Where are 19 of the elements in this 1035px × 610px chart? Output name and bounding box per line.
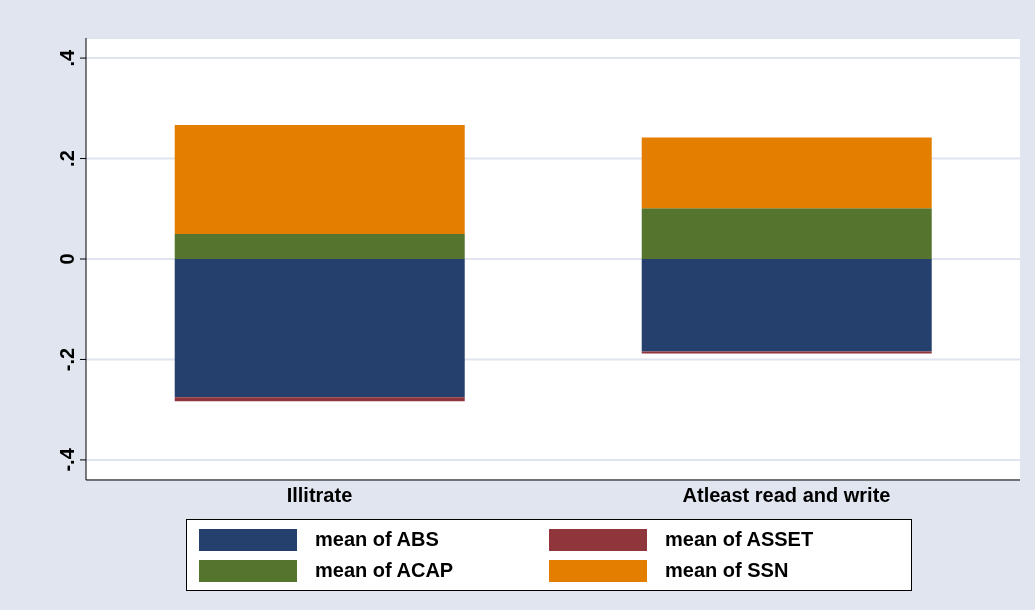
- bar: [174, 259, 465, 398]
- legend-label: mean of ABS: [315, 528, 439, 551]
- y-tick-label: -.2: [56, 347, 78, 372]
- legend-label: mean of ASSET: [665, 528, 814, 551]
- legend-label: mean of SSN: [665, 559, 789, 582]
- bar: [641, 208, 932, 259]
- y-tick-label: 0: [56, 253, 78, 265]
- bar: [641, 259, 932, 352]
- x-tick-label: Illitrate: [286, 484, 353, 507]
- bar: [174, 233, 465, 259]
- y-tick-label: -.4: [56, 447, 78, 472]
- bar: [174, 397, 465, 402]
- bar: [641, 351, 932, 354]
- bar: [174, 124, 465, 234]
- y-tick-label: .2: [56, 150, 78, 167]
- y-tick-label: .4: [56, 48, 78, 67]
- legend-label: mean of ACAP: [315, 559, 454, 582]
- bar: [641, 137, 932, 209]
- x-tick-label: Atleast read and write: [682, 484, 891, 507]
